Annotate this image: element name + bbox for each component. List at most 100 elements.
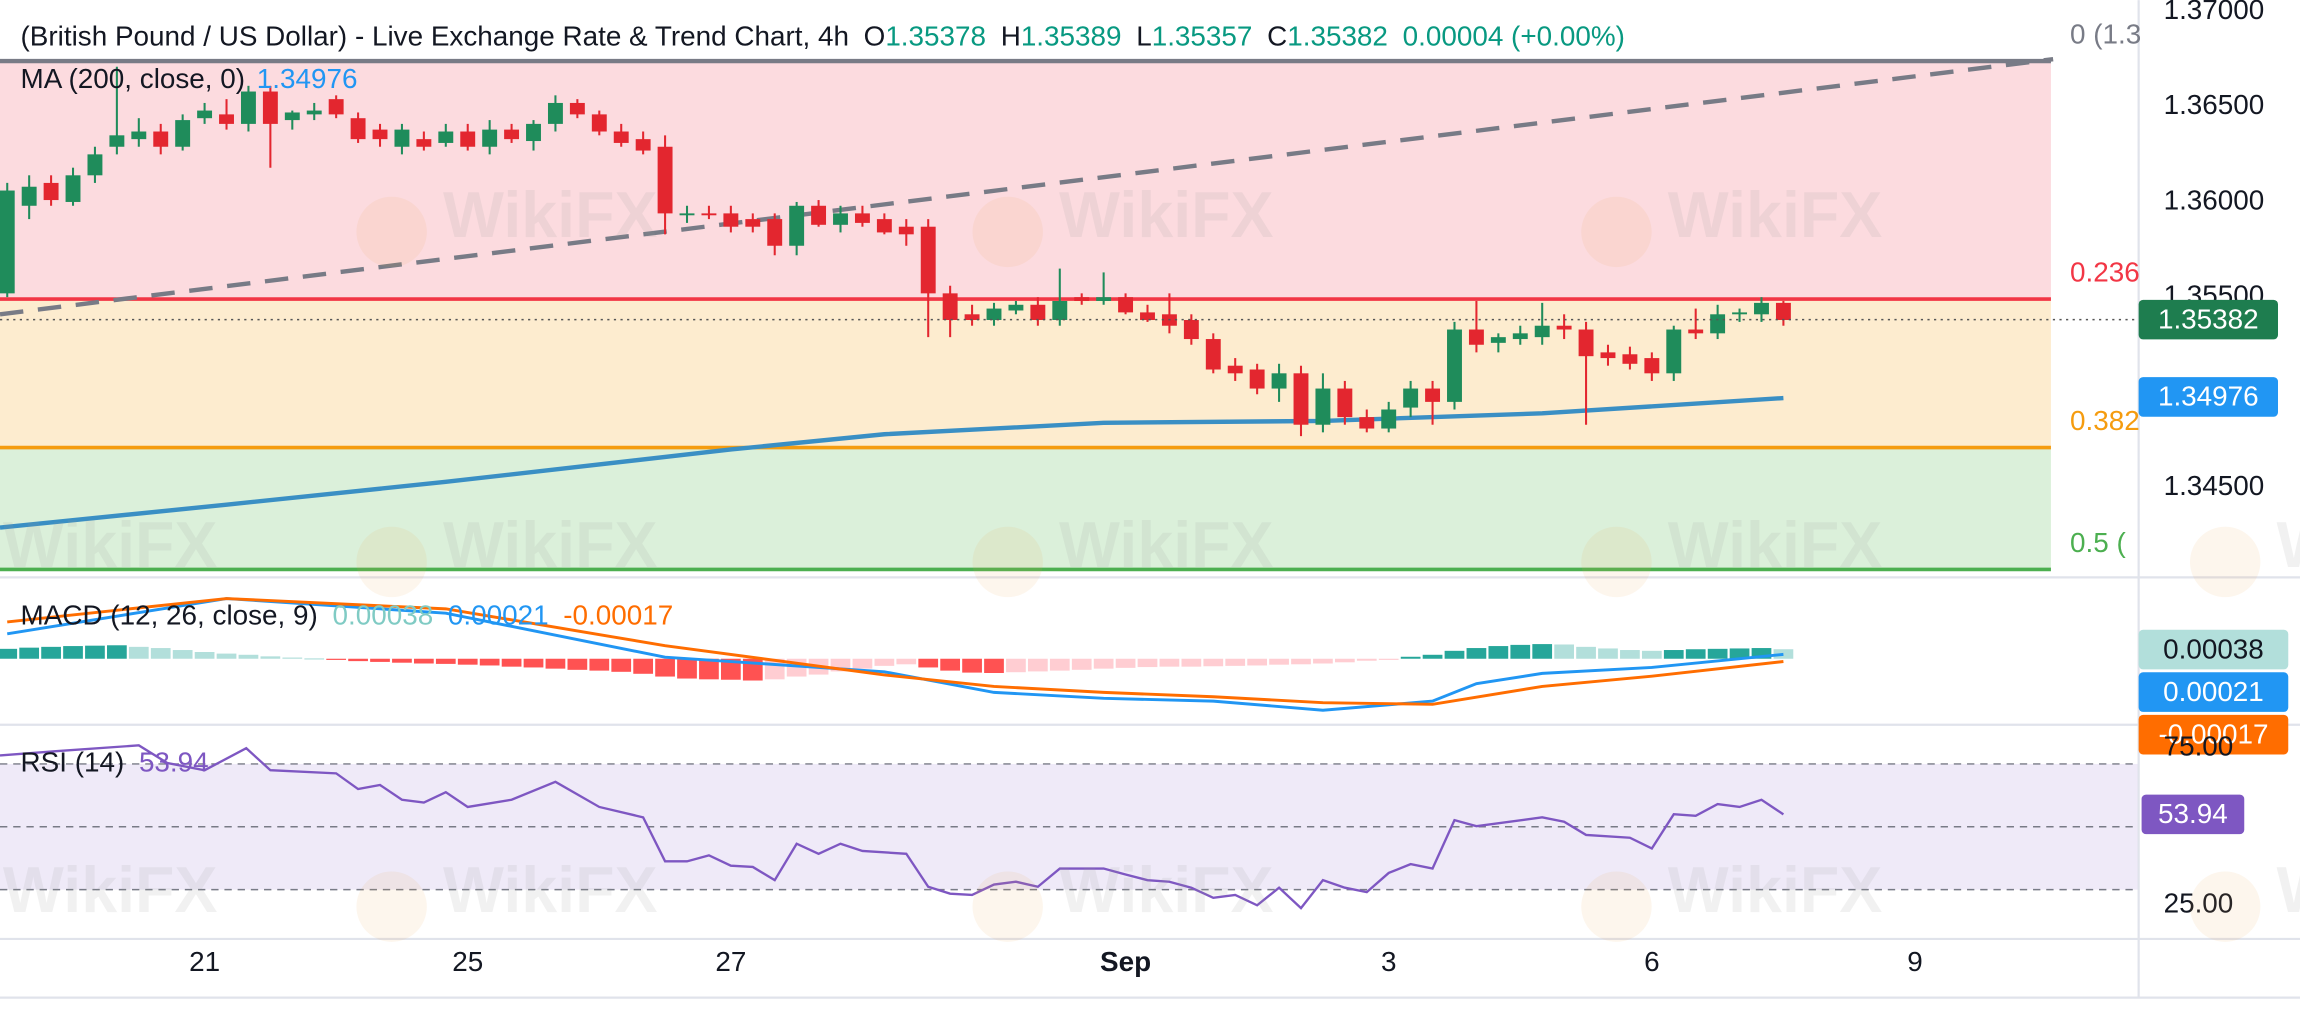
macd-histogram-bar (1576, 646, 1596, 659)
macd-histogram-bar (1137, 658, 1158, 668)
watermark: WikiFX (443, 509, 658, 581)
candle-body (942, 293, 958, 321)
candle-body (1183, 320, 1199, 340)
candle-body (1666, 329, 1682, 374)
candle-body (547, 102, 563, 124)
macd-legend: MACD (12, 26, close, 9) 0.00038 0.00021 -0.… (21, 600, 674, 631)
candle-body (876, 219, 892, 233)
macd-histogram-bar (1444, 650, 1465, 659)
candle-body (65, 175, 81, 202)
macd-value-tag-box (2138, 629, 2289, 670)
y-tick-label: 75.00 (2164, 731, 2234, 762)
candle-body (657, 146, 673, 214)
candle-body (1140, 312, 1155, 321)
ma-value: 1.34976 (257, 63, 358, 94)
watermark: WikiFX (1668, 854, 1883, 926)
watermark-logo (1581, 871, 1652, 942)
macd-histogram-bar (304, 658, 325, 660)
candle-body (350, 118, 366, 140)
rsi-legend: RSI (14) 53.94 (21, 747, 209, 778)
macd-histogram-bar (1027, 658, 1048, 672)
macd-value-tag: 0.00021 (2163, 676, 2264, 707)
candle-body (1425, 388, 1441, 402)
candle-body (1403, 388, 1419, 408)
candle-body (1447, 329, 1462, 402)
ohlc-value: 1.35378 (885, 21, 986, 52)
fib-level-label: 0.236 (2070, 256, 2140, 287)
macd-histogram-bar (85, 645, 105, 659)
candle-body (1052, 300, 1068, 321)
fib-level-label: 0.5 ( (2070, 527, 2126, 558)
watermark-logo (972, 871, 1043, 942)
macd-histogram-bar (1203, 658, 1224, 667)
macd-histogram-bar (962, 658, 982, 673)
macd-histogram-bar (1554, 644, 1574, 659)
candle-body (591, 114, 607, 132)
macd-histogram-bar (852, 658, 873, 669)
y-tick-label: 25.00 (2164, 888, 2234, 919)
candle-body (1775, 302, 1791, 321)
macd-histogram-bar (41, 646, 61, 659)
background-layer (0, 61, 2139, 890)
ohlc-value: 1.35389 (1021, 21, 1122, 52)
macd-histogram-bar (1115, 658, 1136, 668)
macd-histogram-bar (545, 658, 566, 669)
watermark-logo (356, 526, 427, 598)
candle-body (723, 213, 739, 227)
candle-body (1008, 304, 1024, 311)
macd-histogram-bar (918, 658, 939, 668)
macd-histogram-bar (1466, 648, 1487, 659)
macd-histogram-bar (1291, 658, 1311, 665)
candle-body (1096, 297, 1112, 301)
rsi-name: RSI (14) (21, 747, 125, 778)
watermark-logo (356, 196, 427, 268)
watermark-logo (972, 196, 1043, 268)
candle-body (1249, 369, 1265, 389)
macd-histogram-bar (1049, 658, 1070, 671)
y-tick-label: 1.36000 (2164, 184, 2265, 215)
candle-body (1359, 417, 1375, 429)
candle-body (986, 308, 1002, 321)
watermark-logo (2189, 526, 2261, 598)
watermark: WikiFX (1059, 509, 1274, 581)
macd-value-tag-box (2138, 672, 2289, 712)
candle-body (1578, 329, 1594, 357)
watermark-logo (972, 526, 1043, 598)
ma-price-tag: 1.34976 (2158, 381, 2259, 412)
candle-body (131, 131, 147, 140)
candle-body (1074, 297, 1090, 301)
macd-histogram-bar (1751, 648, 1772, 659)
macd-histogram-bar (1247, 658, 1268, 666)
macd-histogram-bar (1773, 649, 1794, 659)
watermark: WikiFX (3, 509, 218, 581)
candle-body (394, 129, 410, 147)
fib-level-label: 0 (1.3 (2070, 18, 2141, 49)
rsi-line (0, 744, 1785, 910)
x-tick-label: 25 (452, 946, 483, 977)
macd-histogram-bar (1378, 658, 1399, 660)
candle-body (1732, 312, 1748, 315)
macd-histogram-bar (326, 658, 347, 660)
macd-histogram-bar (1269, 658, 1289, 665)
watermark: WikiFX (443, 854, 658, 926)
macd-histogram-bar (1181, 658, 1202, 667)
watermark: WikiFX (1668, 509, 1883, 581)
macd-histogram-bar (896, 658, 917, 665)
macd-histogram-bar (984, 658, 1004, 673)
ma-legend: MA (200, close, 0) 1.34976 (21, 63, 358, 94)
trendline (0, 56, 2054, 317)
candle-body (679, 213, 695, 216)
candle-body (1688, 329, 1704, 334)
candle-body (1118, 297, 1134, 313)
watermark-logo (2189, 871, 2261, 942)
candle-body (767, 219, 783, 246)
candle-body (372, 129, 388, 140)
candle-body (854, 213, 870, 223)
candle-body (964, 314, 980, 321)
macd-legend-value: -0.00017 (563, 600, 673, 631)
macd-histogram-bar (611, 658, 632, 672)
candle-body (1293, 373, 1309, 425)
candle-body (153, 131, 169, 147)
